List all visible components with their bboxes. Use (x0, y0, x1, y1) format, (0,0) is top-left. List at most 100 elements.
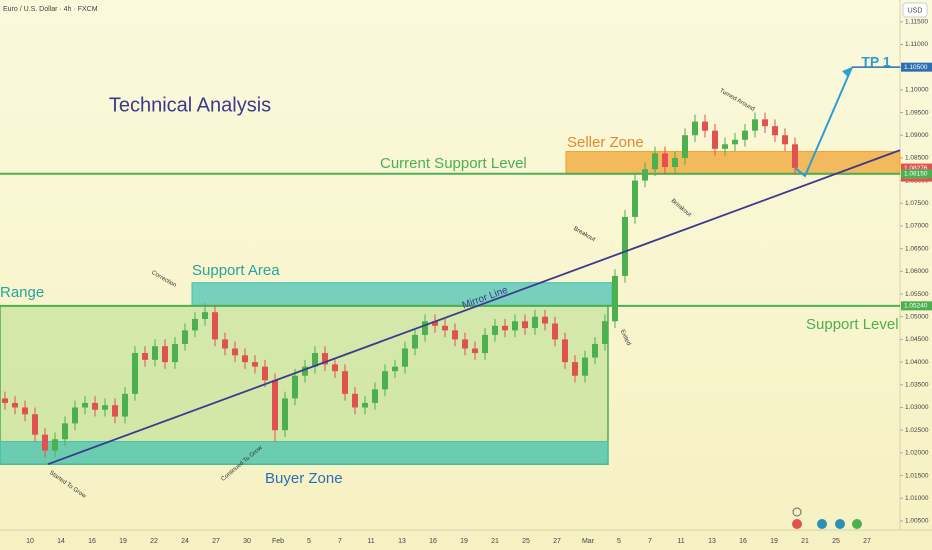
zone (191, 282, 613, 306)
candle-body (172, 343, 178, 363)
candle-body (692, 121, 698, 136)
zone-label: Seller Zone (567, 134, 644, 151)
currency: USD (908, 7, 923, 14)
candle-body (512, 321, 518, 331)
candle-body (602, 321, 608, 344)
zone-label: Support Area (192, 262, 280, 279)
candle-body (712, 130, 718, 149)
zone (0, 305, 609, 465)
candle-body (2, 398, 8, 403)
tp-label: TP 1 (861, 54, 891, 70)
candle-body (332, 364, 338, 372)
candle-body (442, 325, 448, 331)
x-tick-label: 22 (150, 538, 158, 545)
y-tick-label: 1.05000 (905, 313, 929, 320)
candle-body (522, 321, 528, 329)
candle-body (132, 353, 138, 394)
candle-body (22, 407, 28, 415)
level-label: Support Level (806, 316, 899, 333)
candle-body (42, 434, 48, 451)
candle-body (452, 330, 458, 340)
y-tick-label: 1.00500 (905, 518, 929, 525)
candle-body (422, 321, 428, 335)
y-tick-label: 1.11000 (905, 41, 928, 48)
x-tick-label: 19 (119, 538, 127, 545)
candle-body (642, 169, 648, 181)
candle-body (492, 325, 498, 335)
chart-title: Technical Analysis (109, 94, 271, 116)
candle-body (212, 312, 218, 340)
y-tick-label: 1.07000 (905, 223, 929, 230)
candle-body (662, 153, 668, 167)
zone-label: Buyer Zone (265, 470, 343, 487)
candle-body (742, 130, 748, 140)
y-tick-label: 1.09000 (905, 132, 929, 139)
candle-body (72, 407, 78, 424)
candle-body (222, 339, 228, 349)
y-tick-label: 1.09500 (905, 109, 929, 116)
x-tick-label: 10 (26, 538, 34, 545)
candle-body (592, 343, 598, 358)
x-tick-label: 16 (429, 538, 437, 545)
x-tick-label: 7 (338, 538, 342, 545)
candle-body (462, 339, 468, 349)
x-tick-label: 5 (617, 538, 621, 545)
candle-body (62, 423, 68, 440)
candle-body (472, 348, 478, 354)
x-tick-label: 30 (243, 538, 251, 545)
x-tick-label: 5 (307, 538, 311, 545)
candle-body (112, 405, 118, 417)
x-tick-label: 7 (648, 538, 652, 545)
candle-body (652, 153, 658, 170)
candle-body (202, 312, 208, 319)
candle-body (362, 402, 368, 408)
x-tick-label: 14 (57, 538, 65, 545)
y-tick-label: 1.06000 (905, 268, 929, 275)
candle-body (122, 393, 128, 417)
candle-body (312, 353, 318, 367)
y-tick-label: 1.10000 (905, 87, 929, 94)
chart-subtitle: Euro / U.S. Dollar · 4h · FXCM (3, 6, 98, 13)
level-label: Current Support Level (380, 155, 527, 172)
y-tick-label: 1.02500 (905, 427, 929, 434)
y-tick-label: 1.08500 (905, 155, 929, 162)
candle-body (792, 144, 798, 168)
candle-body (102, 405, 108, 410)
candle-body (482, 334, 488, 354)
candle-body (152, 346, 158, 360)
price-tag (901, 169, 932, 179)
candle-body (52, 439, 58, 451)
y-tick-label: 1.04000 (905, 359, 929, 366)
candle-body (142, 353, 148, 360)
candle-body (92, 402, 98, 410)
candle-body (382, 371, 388, 390)
x-tick-label: 25 (832, 538, 840, 545)
price-tag (901, 301, 932, 311)
candle-body (412, 334, 418, 349)
candle-body (392, 366, 398, 372)
candle-body (162, 346, 168, 363)
price-tag-label: 1.08150 (904, 171, 928, 178)
candle-body (342, 371, 348, 394)
candle-body (242, 355, 248, 363)
candle-body (262, 366, 268, 381)
candle-body (722, 144, 728, 149)
x-tick-label: 25 (522, 538, 530, 545)
price-tag-label: 1.05240 (904, 303, 928, 310)
candle-body (352, 393, 358, 408)
candle-body (232, 348, 238, 356)
candle-body (702, 121, 708, 131)
candle-body (302, 366, 308, 376)
candle-body (82, 402, 88, 408)
x-tick-label: 27 (553, 538, 561, 545)
candle-body (552, 323, 558, 340)
candle-body (502, 325, 508, 331)
x-tick-label: Feb (272, 538, 284, 545)
x-tick-label: 16 (739, 538, 747, 545)
plot: 1.11500 1.11000 1.10500 1.10000 1.09500 1.090… (0, 18, 932, 545)
candle-body (32, 414, 38, 435)
candle-body (532, 316, 538, 329)
candle-body (322, 353, 328, 365)
